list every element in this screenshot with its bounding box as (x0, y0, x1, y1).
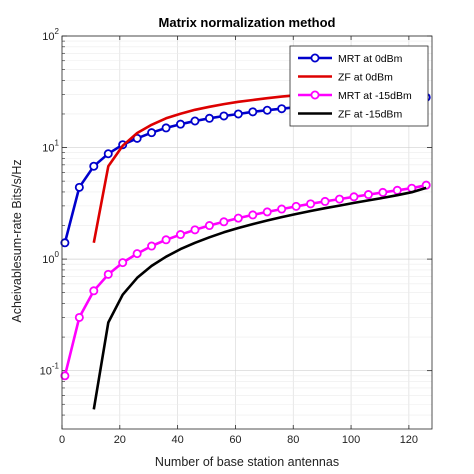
legend: MRT at 0dBm ZF at 0dBm MRT at -15dBm ZF at … (289, 45, 429, 127)
data-point (132, 249, 142, 259)
x-tick-label: 80 (287, 434, 299, 446)
data-point (334, 194, 344, 204)
data-point (378, 187, 388, 197)
data-point (74, 312, 84, 322)
data-point (219, 111, 229, 121)
chart-title: Matrix normalization method (159, 15, 336, 30)
legend-label: ZF at 0dBm (338, 72, 393, 84)
data-point (176, 119, 186, 129)
data-point (277, 104, 287, 114)
series-line (92, 186, 427, 410)
legend-item: MRT at -15dBm (298, 90, 412, 102)
data-point (248, 210, 258, 220)
legend-item: ZF at -15dBm (298, 109, 402, 121)
x-tick-label: 120 (400, 434, 418, 446)
legend-marker (310, 90, 320, 100)
x-tick-label: 0 (59, 434, 65, 446)
data-point (392, 185, 402, 195)
data-point (233, 109, 243, 119)
y-tick-exponent: 1 (55, 139, 60, 148)
data-point (204, 221, 214, 231)
legend-label: MRT at -15dBm (338, 90, 412, 102)
data-point (176, 230, 186, 240)
y-tick-exponent: 2 (55, 27, 60, 36)
data-point (363, 190, 373, 200)
data-point (320, 196, 330, 206)
data-point (262, 105, 272, 115)
data-point (118, 258, 128, 268)
series-2 (60, 180, 431, 381)
x-tick-label: 40 (172, 434, 184, 446)
data-point (74, 182, 84, 192)
legend-item: MRT at 0dBm (298, 53, 403, 65)
legend-label: ZF at -15dBm (338, 109, 402, 121)
data-point (103, 149, 113, 159)
data-point (161, 235, 171, 245)
x-tick-label: 100 (342, 434, 360, 446)
legend-marker (310, 53, 320, 63)
data-point (147, 128, 157, 138)
data-point (60, 371, 70, 381)
legend-item: ZF at 0dBm (298, 72, 393, 84)
data-point (89, 286, 99, 296)
plot-frame (61, 35, 433, 430)
x-axis-label: Number of base station antennas (155, 455, 339, 469)
series-3 (92, 186, 427, 410)
data-point (277, 204, 287, 214)
data-point (248, 107, 258, 117)
data-point (89, 161, 99, 171)
data-point (349, 192, 359, 202)
x-tick-label: 60 (229, 434, 241, 446)
data-point (103, 269, 113, 279)
data-point (291, 201, 301, 211)
data-point (190, 225, 200, 235)
data-point (147, 241, 157, 251)
data-point (190, 116, 200, 126)
data-point (161, 123, 171, 133)
y-axis-label: Acheivablesum-rate Bits/s/Hz (10, 159, 24, 322)
data-point (204, 113, 214, 123)
data-point (306, 199, 316, 209)
legend-label: MRT at 0dBm (338, 53, 403, 65)
data-point (262, 207, 272, 217)
data-point (60, 238, 70, 248)
data-point (233, 213, 243, 223)
x-tick-label: 20 (114, 434, 126, 446)
data-point (219, 217, 229, 227)
y-tick-exponent: -1 (52, 362, 60, 371)
y-tick-exponent: 0 (55, 250, 60, 259)
